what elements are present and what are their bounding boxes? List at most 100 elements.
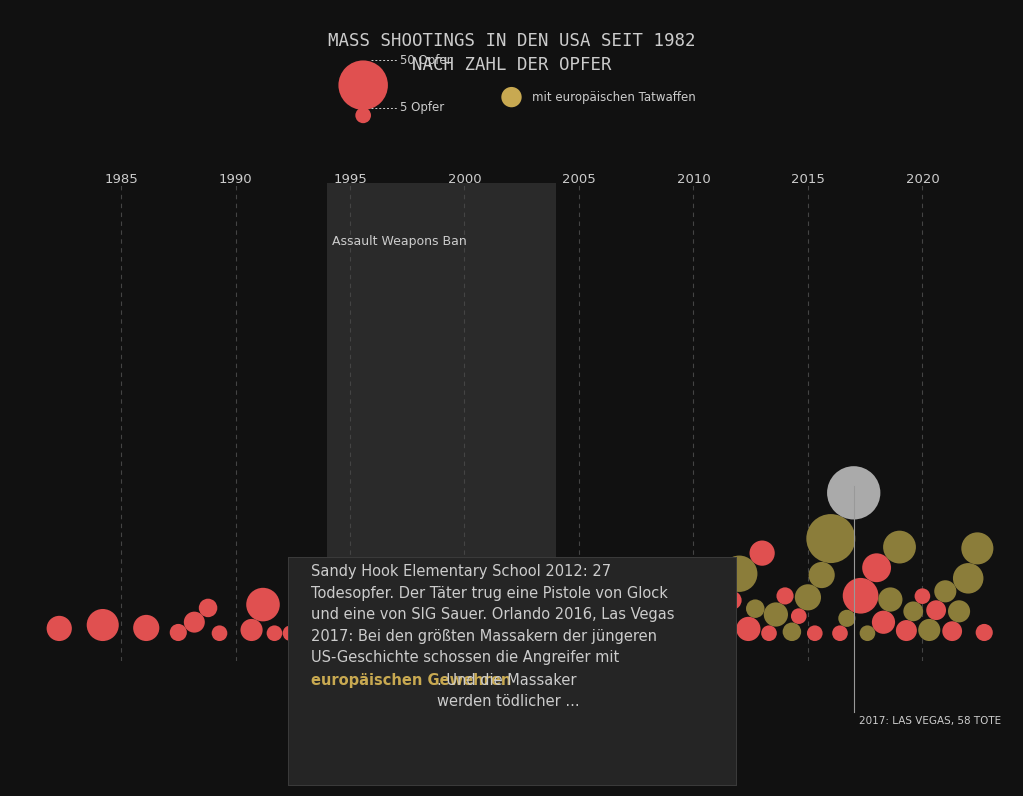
Ellipse shape bbox=[608, 576, 647, 615]
Point bbox=[364, 103, 376, 112]
Ellipse shape bbox=[317, 626, 332, 641]
Ellipse shape bbox=[915, 588, 930, 604]
Ellipse shape bbox=[198, 599, 217, 617]
Text: Assault Weapons Ban: Assault Weapons Ban bbox=[331, 236, 466, 248]
Ellipse shape bbox=[806, 514, 855, 563]
Text: . Und die Massaker
werden tödlicher ...: . Und die Massaker werden tödlicher ... bbox=[437, 673, 579, 709]
Ellipse shape bbox=[926, 600, 946, 620]
Bar bbox=[327, 183, 557, 661]
Ellipse shape bbox=[572, 622, 590, 641]
Ellipse shape bbox=[896, 620, 917, 641]
Text: Sandy Hook Elementary School 2012: 27
Todesopfer. Der Täter trug eine Pistole vo: Sandy Hook Elementary School 2012: 27 To… bbox=[311, 564, 674, 687]
Text: 2010: 2010 bbox=[676, 173, 710, 185]
Ellipse shape bbox=[750, 540, 774, 566]
FancyBboxPatch shape bbox=[288, 557, 737, 786]
Ellipse shape bbox=[357, 603, 374, 619]
Point bbox=[392, 56, 404, 65]
Ellipse shape bbox=[527, 624, 544, 641]
Ellipse shape bbox=[247, 587, 280, 622]
Ellipse shape bbox=[903, 602, 923, 621]
Ellipse shape bbox=[297, 616, 316, 635]
Ellipse shape bbox=[962, 533, 993, 564]
Ellipse shape bbox=[761, 626, 776, 641]
Text: 50 Opfer: 50 Opfer bbox=[400, 54, 452, 67]
Ellipse shape bbox=[170, 624, 187, 641]
Ellipse shape bbox=[795, 584, 821, 611]
Ellipse shape bbox=[429, 616, 454, 641]
Ellipse shape bbox=[355, 107, 371, 123]
Ellipse shape bbox=[976, 624, 992, 641]
Ellipse shape bbox=[541, 615, 558, 631]
Ellipse shape bbox=[827, 466, 881, 520]
Ellipse shape bbox=[512, 593, 536, 617]
Text: 2020: 2020 bbox=[905, 173, 939, 185]
Ellipse shape bbox=[47, 616, 72, 641]
Ellipse shape bbox=[862, 553, 891, 582]
Ellipse shape bbox=[872, 611, 895, 634]
Ellipse shape bbox=[670, 598, 690, 618]
Text: 2005: 2005 bbox=[562, 173, 595, 185]
Ellipse shape bbox=[501, 87, 522, 107]
Ellipse shape bbox=[184, 611, 205, 633]
Ellipse shape bbox=[418, 593, 442, 617]
Text: 2017: LAS VEGAS, 58 TOTE: 2017: LAS VEGAS, 58 TOTE bbox=[859, 716, 1000, 727]
Ellipse shape bbox=[445, 603, 461, 619]
Ellipse shape bbox=[326, 613, 342, 628]
Ellipse shape bbox=[336, 626, 351, 641]
Text: mit europäischen Tatwaffen: mit europäischen Tatwaffen bbox=[532, 91, 696, 103]
Ellipse shape bbox=[721, 556, 757, 592]
Ellipse shape bbox=[878, 587, 902, 611]
Ellipse shape bbox=[832, 626, 848, 641]
Ellipse shape bbox=[339, 60, 388, 110]
Ellipse shape bbox=[737, 617, 760, 641]
Text: 1985: 1985 bbox=[104, 173, 138, 185]
Ellipse shape bbox=[267, 626, 282, 641]
Ellipse shape bbox=[87, 609, 119, 641]
Ellipse shape bbox=[942, 621, 962, 641]
Ellipse shape bbox=[484, 615, 500, 630]
Ellipse shape bbox=[282, 626, 299, 641]
Ellipse shape bbox=[717, 608, 735, 626]
Ellipse shape bbox=[240, 619, 263, 641]
Ellipse shape bbox=[746, 599, 764, 618]
Ellipse shape bbox=[630, 626, 647, 641]
Text: 2015: 2015 bbox=[791, 173, 825, 185]
Ellipse shape bbox=[688, 621, 708, 641]
Ellipse shape bbox=[699, 607, 716, 624]
Ellipse shape bbox=[948, 600, 970, 622]
Ellipse shape bbox=[807, 626, 822, 641]
Ellipse shape bbox=[596, 626, 612, 641]
Ellipse shape bbox=[641, 613, 659, 630]
Ellipse shape bbox=[372, 626, 388, 641]
Ellipse shape bbox=[133, 615, 160, 641]
Ellipse shape bbox=[462, 610, 481, 628]
Ellipse shape bbox=[808, 562, 835, 588]
Ellipse shape bbox=[934, 580, 957, 603]
Ellipse shape bbox=[859, 626, 876, 641]
Ellipse shape bbox=[710, 624, 727, 641]
Ellipse shape bbox=[454, 626, 470, 641]
Ellipse shape bbox=[681, 585, 697, 600]
Ellipse shape bbox=[507, 615, 523, 630]
Ellipse shape bbox=[402, 626, 417, 641]
Ellipse shape bbox=[309, 603, 326, 620]
Text: europäischen Gewehren: europäischen Gewehren bbox=[311, 673, 512, 688]
Ellipse shape bbox=[607, 613, 624, 630]
Ellipse shape bbox=[783, 622, 801, 641]
Ellipse shape bbox=[764, 603, 788, 626]
Ellipse shape bbox=[495, 626, 512, 641]
Point bbox=[392, 103, 404, 112]
Ellipse shape bbox=[413, 615, 429, 630]
Text: 1995: 1995 bbox=[333, 173, 367, 185]
Ellipse shape bbox=[347, 615, 362, 630]
Ellipse shape bbox=[384, 615, 399, 630]
Text: NACH ZAHL DER OPFER: NACH ZAHL DER OPFER bbox=[411, 56, 612, 74]
Ellipse shape bbox=[953, 563, 983, 594]
Ellipse shape bbox=[212, 626, 227, 641]
Text: MASS SHOOTINGS IN DEN USA SEIT 1982: MASS SHOOTINGS IN DEN USA SEIT 1982 bbox=[327, 32, 696, 50]
Ellipse shape bbox=[393, 602, 408, 618]
Ellipse shape bbox=[791, 608, 806, 624]
Ellipse shape bbox=[843, 578, 879, 614]
Ellipse shape bbox=[838, 610, 855, 627]
Ellipse shape bbox=[883, 531, 916, 564]
